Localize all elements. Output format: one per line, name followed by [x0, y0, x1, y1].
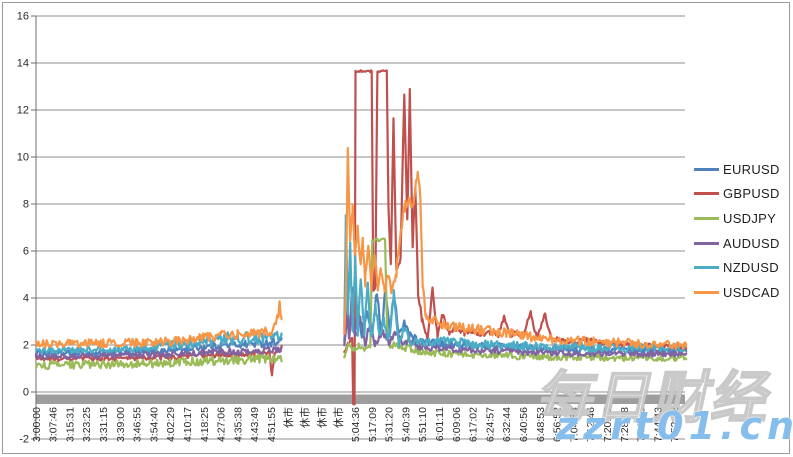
x-axis-label: 3:00:00 — [31, 407, 43, 442]
x-axis-label: 7:28:58 — [619, 407, 631, 442]
gridlines — [36, 15, 685, 440]
legend-item-eurusd: EURUSD — [694, 157, 780, 182]
legend-label: USDCAD — [723, 284, 780, 300]
x-axis-label-market-closed: 休市 — [299, 407, 312, 428]
x-axis-label: 3:39:00 — [115, 407, 127, 442]
legend-line-swatch — [694, 266, 719, 270]
series-nzdusd — [34, 214, 688, 355]
y-axis-tick-label: 0 — [23, 387, 29, 399]
x-axis-label: 6:01:11 — [434, 407, 446, 441]
y-axis-tick-label: 10 — [17, 152, 29, 164]
x-axis-label-market-closed: 休市 — [332, 407, 345, 428]
x-axis-label: 4:02:29 — [165, 407, 177, 442]
x-axis-label: 7:52:42 — [669, 407, 681, 442]
x-axis-label: 5:31:20 — [384, 407, 396, 442]
y-axis-tick-label: 12 — [17, 105, 29, 117]
legend-item-usdcad: USDCAD — [694, 280, 780, 305]
legend-item-audusd: AUDUSD — [694, 231, 780, 256]
y-axis-tick-label: 14 — [17, 58, 29, 70]
y-axis-tick-label: 4 — [23, 293, 29, 305]
x-axis-label: 5:04:36 — [350, 407, 362, 442]
x-axis-label-market-closed: 休市 — [282, 407, 295, 428]
x-axis-label: 4:18:25 — [199, 407, 211, 442]
x-axis-label: 3:54:40 — [148, 407, 160, 442]
x-axis-label: 4:10:17 — [182, 407, 194, 442]
y-axis-tick-label: 8 — [23, 199, 29, 211]
watermark-site-url: zzrt01.cn — [556, 404, 793, 448]
x-axis-label: 3:23:25 — [81, 407, 93, 442]
legend-label: GBPUSD — [723, 186, 780, 202]
category-axis-band — [36, 394, 685, 404]
legend-item-gbpusd: GBPUSD — [694, 182, 780, 207]
x-axis-label: 4:51:55 — [266, 407, 278, 442]
x-axis-label: 4:43:49 — [249, 407, 261, 442]
x-axis-label: 5:51:10 — [417, 407, 429, 442]
legend-label: AUDUSD — [723, 235, 780, 251]
legend-line-swatch — [694, 216, 719, 220]
legend-line-swatch — [694, 241, 719, 245]
chart-legend: EURUSD GBPUSD USDJPY AUDUSD NZDUSD USDCAD — [694, 157, 780, 305]
legend-line-swatch — [694, 290, 719, 294]
legend-label: NZDUSD — [723, 260, 779, 276]
x-axis-label: 5:17:09 — [367, 407, 379, 442]
legend-item-usdjpy: USDJPY — [694, 206, 780, 231]
x-axis-label: 3:07:46 — [48, 407, 60, 442]
x-axis-label: 7:36:49 — [636, 407, 648, 442]
y-axis-tick-label: 2 — [23, 340, 29, 352]
legend-line-swatch — [694, 192, 719, 196]
x-axis-label: 4:35:38 — [232, 407, 244, 442]
legend-label: USDJPY — [723, 210, 777, 226]
x-axis-label: 4:27:06 — [216, 407, 228, 442]
x-axis-label: 6:17:02 — [468, 407, 480, 442]
x-axis-labels: 3:00:00 3:07:46 3:15:31 3:23:25 3:31:15 3:39:… — [31, 407, 681, 442]
legend-label: EURUSD — [723, 161, 780, 177]
x-axis-label: 6:09:06 — [451, 407, 463, 442]
x-axis-label: 6:40:56 — [518, 407, 530, 442]
x-axis-label: 6:32:44 — [501, 407, 513, 442]
x-axis-label: 7:44:43 — [652, 407, 664, 442]
y-axis-tick-label: 6 — [23, 246, 29, 258]
series-usdcad — [34, 147, 688, 350]
y-axis-tick-label: 16 — [17, 11, 29, 23]
series-usdjpy — [34, 237, 688, 371]
x-axis-label: 3:15:31 — [64, 407, 76, 442]
x-axis-label: 6:56:52 — [552, 407, 564, 442]
y-axis: -2 0 2 4 6 8 10 12 14 16 — [17, 11, 37, 446]
x-axis-label-market-closed: 休市 — [315, 407, 328, 428]
x-axis-label: 7:04:54 — [568, 407, 580, 442]
x-axis-label: 3:31:15 — [98, 407, 110, 442]
x-axis-label: 6:24:57 — [484, 407, 496, 442]
x-axis-label: 6:48:53 — [535, 407, 547, 442]
x-axis-label: 7:12:46 — [585, 407, 597, 442]
y-axis-tick-label: -2 — [19, 434, 29, 446]
x-axis-label: 3:46:55 — [132, 407, 144, 442]
x-axis-label: 5:40:39 — [400, 407, 412, 442]
legend-item-nzdusd: NZDUSD — [694, 255, 780, 280]
legend-line-swatch — [694, 167, 719, 171]
x-axis-label: 7:20:49 — [602, 407, 614, 442]
